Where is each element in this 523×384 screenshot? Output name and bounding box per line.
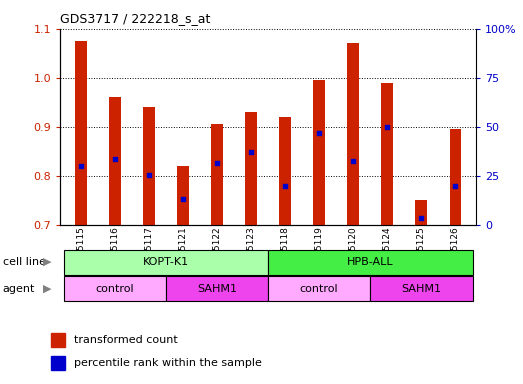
Bar	[279, 117, 291, 225]
Text: cell line: cell line	[3, 257, 46, 267]
Bar	[75, 41, 87, 225]
Point	[417, 215, 426, 221]
Text: transformed count: transformed count	[74, 335, 178, 345]
Bar	[449, 129, 461, 225]
Text: percentile rank within the sample: percentile rank within the sample	[74, 358, 262, 368]
Point	[110, 156, 119, 162]
Bar	[245, 112, 257, 225]
Text: KOPT-K1: KOPT-K1	[143, 257, 189, 267]
Text: control: control	[300, 284, 338, 294]
Bar	[313, 80, 325, 225]
Bar	[51, 333, 65, 348]
Bar	[64, 250, 268, 275]
Point	[451, 184, 460, 190]
Point	[213, 160, 221, 166]
Text: HPB-ALL: HPB-ALL	[347, 257, 394, 267]
Bar	[268, 276, 370, 301]
Bar	[370, 276, 472, 301]
Point	[349, 158, 357, 164]
Bar	[268, 250, 472, 275]
Text: agent: agent	[3, 284, 35, 294]
Text: SAHM1: SAHM1	[401, 284, 441, 294]
Point	[383, 124, 392, 130]
Text: control: control	[95, 284, 134, 294]
Point	[179, 196, 187, 202]
Point	[281, 184, 289, 190]
Bar	[415, 200, 427, 225]
Text: GDS3717 / 222218_s_at: GDS3717 / 222218_s_at	[60, 12, 211, 25]
Point	[144, 172, 153, 178]
Text: SAHM1: SAHM1	[197, 284, 237, 294]
Point	[247, 149, 255, 155]
Bar	[51, 356, 65, 370]
Bar	[143, 107, 155, 225]
Bar	[177, 166, 189, 225]
Point	[76, 163, 85, 169]
Bar	[211, 124, 223, 225]
Bar	[166, 276, 268, 301]
Point	[315, 129, 323, 136]
Bar	[381, 83, 393, 225]
Bar	[64, 276, 166, 301]
Text: ▶: ▶	[43, 284, 51, 294]
Bar	[109, 98, 121, 225]
Bar	[347, 43, 359, 225]
Text: ▶: ▶	[43, 257, 51, 267]
